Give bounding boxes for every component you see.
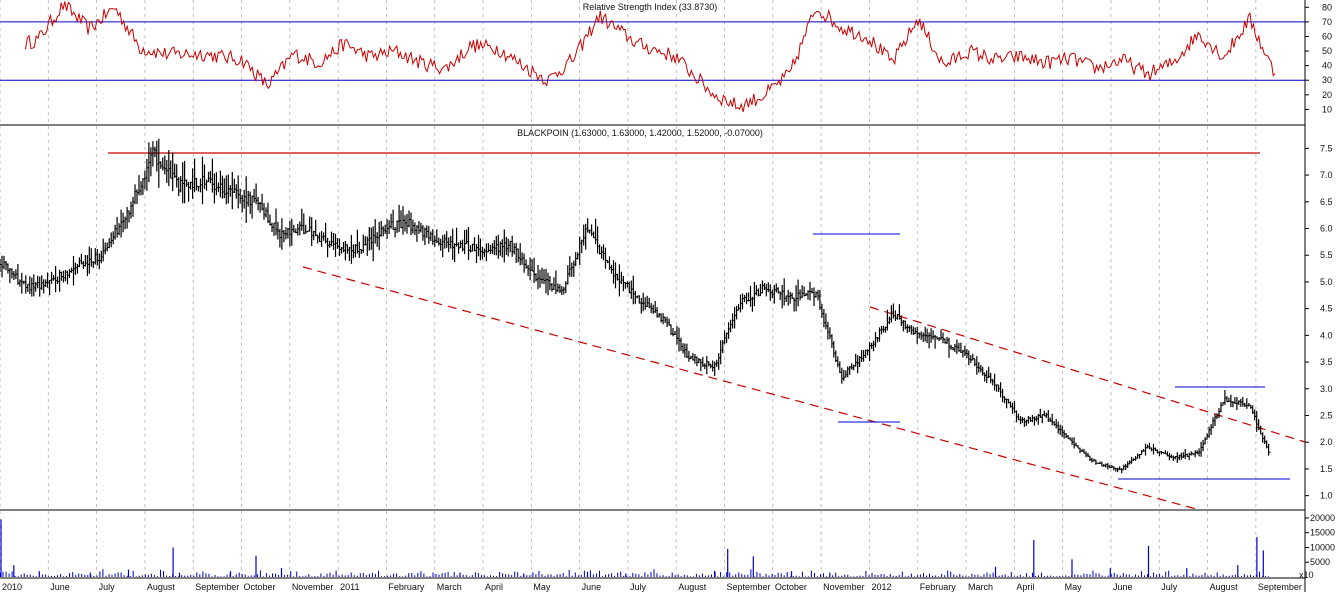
month-label: March xyxy=(437,582,462,592)
price-tick-label: 5.0 xyxy=(1320,277,1333,287)
volume-tick-label: 5000 xyxy=(1310,557,1330,567)
month-label: February xyxy=(388,582,425,592)
rsi-tick-label: 80 xyxy=(1322,2,1332,12)
price-tick-label: 1.0 xyxy=(1320,491,1333,501)
price-tick-label: 3.0 xyxy=(1320,384,1333,394)
price-y-axis: 1.0 1.5 2.0 2.5 3.0 3.5 4.0 4.5 5.0 5.5 6.0 6.5 7.0 7… xyxy=(1305,143,1333,501)
month-label: September xyxy=(727,582,771,592)
volume-panel: 5000 10000 15000 20000 x10 xyxy=(0,513,1335,580)
month-label: 2011 xyxy=(340,582,359,592)
volume-tick-label: 20000 xyxy=(1310,513,1335,523)
month-label: October xyxy=(775,582,807,592)
price-tick-label: 4.5 xyxy=(1320,304,1333,314)
month-label: July xyxy=(1161,582,1178,592)
volume-tick-label: 15000 xyxy=(1310,528,1335,538)
volume-tick-label: 10000 xyxy=(1310,542,1335,552)
month-label: May xyxy=(1065,582,1083,592)
volume-unit-label: x10 xyxy=(1299,570,1314,580)
rsi-tick-label: 50 xyxy=(1322,46,1332,56)
rsi-y-axis: 10 20 30 40 50 60 70 80 xyxy=(1305,2,1332,114)
price-tick-label: 7.5 xyxy=(1320,143,1333,153)
month-label: August xyxy=(678,582,707,592)
month-label: August xyxy=(147,582,176,592)
month-label: June xyxy=(1113,582,1133,592)
channel-lower-dashed xyxy=(302,266,1201,511)
price-tick-label: 5.5 xyxy=(1320,250,1333,260)
month-label: November xyxy=(292,582,334,592)
volume-bars xyxy=(0,519,1270,577)
month-label: August xyxy=(1210,582,1239,592)
month-label: June xyxy=(582,582,602,592)
channel-upper-dashed xyxy=(869,306,1306,443)
month-label: May xyxy=(533,582,551,592)
price-tick-label: 2.0 xyxy=(1320,437,1333,447)
price-bars xyxy=(0,138,1271,474)
rsi-title: Relative Strength Index (33.8730) xyxy=(583,2,718,12)
month-grid xyxy=(0,0,1257,578)
month-label: October xyxy=(244,582,276,592)
month-label: November xyxy=(823,582,865,592)
month-label: June xyxy=(50,582,70,592)
rsi-tick-label: 10 xyxy=(1322,104,1332,114)
rsi-tick-label: 60 xyxy=(1322,31,1332,41)
rsi-tick-label: 70 xyxy=(1322,17,1332,27)
month-label: July xyxy=(99,582,116,592)
month-label: 2010 xyxy=(2,582,22,592)
month-label: September xyxy=(195,582,239,592)
price-tick-label: 6.5 xyxy=(1320,197,1333,207)
rsi-series-line xyxy=(25,1,1276,113)
price-panel: 1.0 1.5 2.0 2.5 3.0 3.5 4.0 4.5 5.0 5.5 6.0 6.5 7.0 7… xyxy=(0,138,1333,511)
month-label: March xyxy=(968,582,993,592)
price-tick-label: 7.0 xyxy=(1320,170,1333,180)
month-label: February xyxy=(920,582,957,592)
price-tick-label: 6.0 xyxy=(1320,224,1333,234)
month-label: September xyxy=(1258,582,1302,592)
price-tick-label: 1.5 xyxy=(1320,464,1333,474)
x-axis-labels: 2010 June July August September October Novemb… xyxy=(2,582,1302,592)
month-label: April xyxy=(1016,582,1034,592)
price-title: BLACKPOIN (1.63000, 1.63000, 1.42000, 1.… xyxy=(517,128,763,138)
rsi-tick-label: 30 xyxy=(1322,75,1332,85)
panel-frames xyxy=(0,0,1306,592)
rsi-tick-label: 20 xyxy=(1322,90,1332,100)
price-tick-label: 3.5 xyxy=(1320,357,1333,367)
rsi-panel: 10 20 30 40 50 60 70 80 xyxy=(0,1,1332,114)
month-label: April xyxy=(485,582,503,592)
month-label: 2012 xyxy=(871,582,891,592)
price-tick-label: 4.0 xyxy=(1320,330,1333,340)
month-label: July xyxy=(630,582,647,592)
volume-y-axis: 5000 10000 15000 20000 xyxy=(1305,513,1335,567)
rsi-tick-label: 40 xyxy=(1322,61,1332,71)
price-tick-label: 2.5 xyxy=(1320,411,1333,421)
